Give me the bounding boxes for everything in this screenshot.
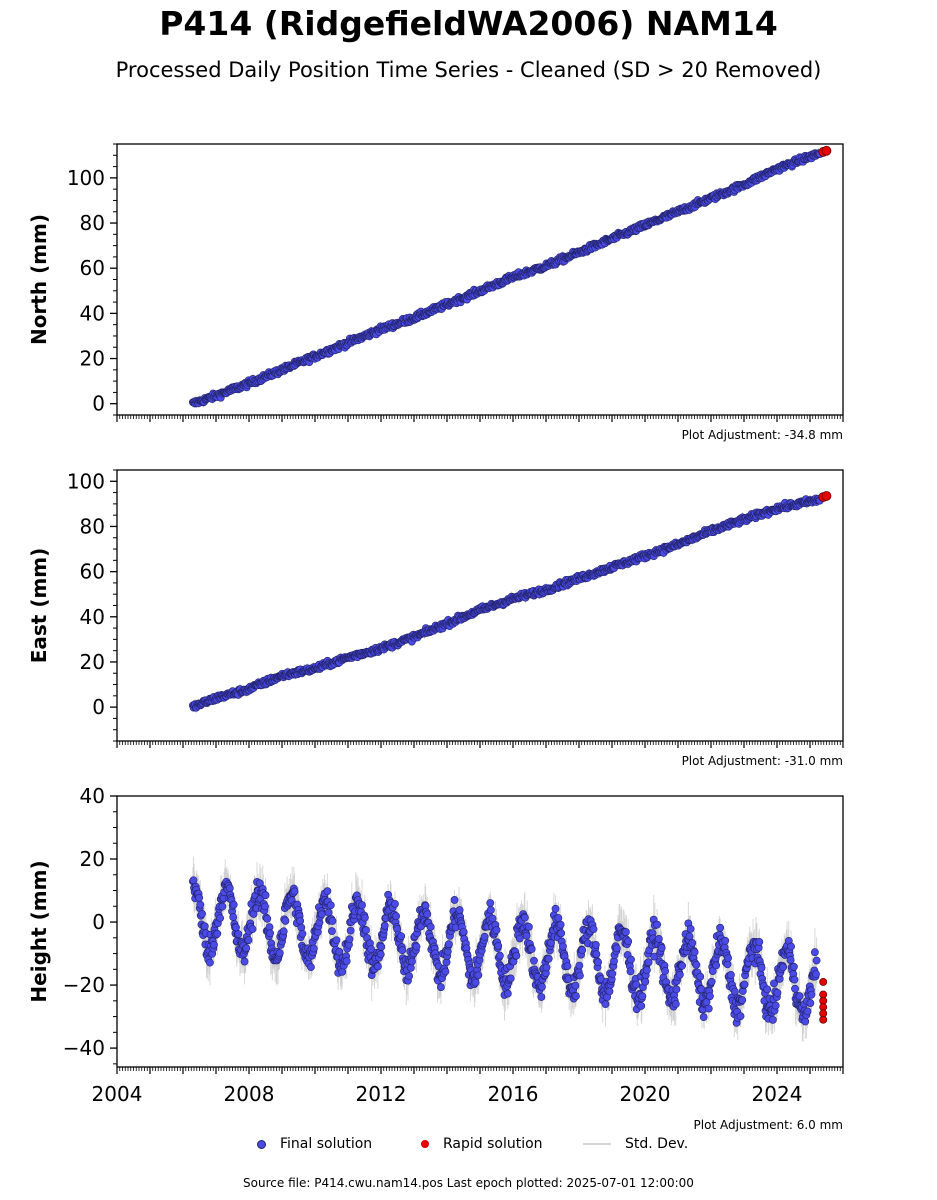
y-tick-label: 80 — [80, 514, 105, 538]
y-tick-label: 0 — [92, 392, 105, 416]
y-tick-label: 100 — [67, 166, 105, 190]
y-tick-label: 100 — [67, 469, 105, 493]
y-tick-label: 60 — [80, 256, 105, 280]
rapid-point — [821, 491, 832, 501]
y-tick-label: 40 — [80, 301, 105, 325]
y-tick-label: 40 — [80, 605, 105, 629]
y-tick-label: 20 — [80, 347, 105, 371]
y-tick-label: 0 — [92, 695, 105, 719]
chart-subtitle: Processed Daily Position Time Series - C… — [115, 58, 822, 82]
y-tick-label: 20 — [80, 650, 105, 674]
y-tick-label: 80 — [80, 211, 105, 235]
north-rapid-points — [818, 145, 832, 157]
east-rapid-points — [818, 491, 832, 502]
east-y-axis-label: East (mm) — [27, 548, 51, 664]
y-tick-label: 60 — [80, 560, 105, 584]
north-final-points — [188, 149, 824, 408]
panel-north: 0 20 40 60 80 100 North (mm) — [27, 143, 844, 422]
east-final-points — [188, 494, 824, 712]
rapid-point — [821, 145, 832, 156]
panel-east: 0 20 40 60 80 100 East (mm) — [27, 469, 844, 748]
chart-title: P414 (RidgefieldWA2006) NAM14 — [159, 4, 778, 43]
north-y-axis-label: North (mm) — [27, 214, 51, 345]
